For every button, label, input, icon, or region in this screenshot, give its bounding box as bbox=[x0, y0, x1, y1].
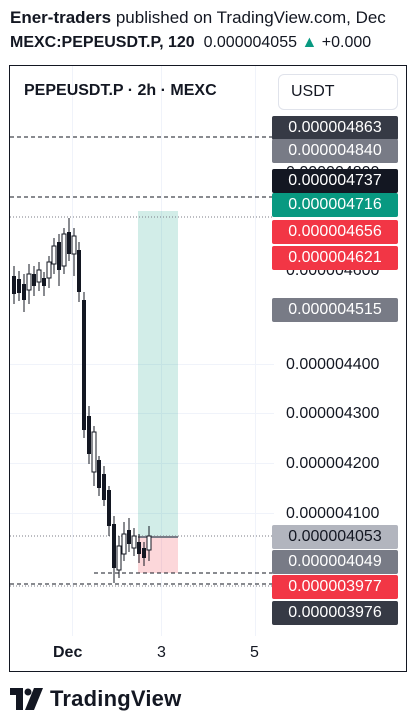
long-position-profit-zone bbox=[138, 211, 178, 537]
price-label: 0.000004300 bbox=[286, 405, 380, 422]
last-price: 0.000004055 bbox=[203, 34, 297, 51]
symbol-label: MEXC:PEPEUSDT.P, 120 bbox=[10, 34, 195, 51]
price-label: 0.000004200 bbox=[286, 455, 380, 472]
published-text: published on TradingView.com, Dec bbox=[115, 8, 386, 27]
price-tag: 0.000004053 bbox=[272, 525, 398, 549]
time-label-dec: Dec bbox=[53, 644, 83, 661]
symbol-info: MEXC:PEPEUSDT.P, 120 0.000004055 ▲ +0.00… bbox=[10, 34, 371, 52]
price-tag: 0.000003977 bbox=[272, 575, 398, 599]
price-label: 0.000004100 bbox=[286, 505, 380, 522]
price-tag: 0.000004621 bbox=[272, 246, 398, 270]
price-tag: 0.000004716 bbox=[272, 193, 398, 217]
up-arrow-icon: ▲ bbox=[301, 34, 318, 51]
author-name[interactable]: Ener-traders bbox=[10, 8, 112, 27]
price-tag: 0.000004863 bbox=[272, 116, 398, 140]
tradingview-wordmark: TradingView bbox=[50, 686, 182, 711]
chart-frame[interactable]: PEPEUSDT.P · 2h · MEXC USDT 0.000004800 … bbox=[9, 65, 407, 672]
price-label: 0.000004400 bbox=[286, 356, 380, 373]
time-axis[interactable]: Dec 3 5 bbox=[10, 636, 274, 671]
time-label-5: 5 bbox=[250, 644, 259, 661]
price-tag: 0.000004656 bbox=[272, 220, 398, 244]
currency-button[interactable]: USDT bbox=[278, 74, 398, 110]
price-tag: 0.000003976 bbox=[272, 601, 398, 625]
price-change: +0.000 bbox=[321, 34, 372, 51]
candles-svg bbox=[10, 136, 274, 587]
price-tag: 0.000004049 bbox=[272, 550, 398, 574]
chart-plot-area[interactable] bbox=[10, 66, 274, 636]
price-tag: 0.000004737 bbox=[272, 169, 398, 193]
chart-title: PEPEUSDT.P · 2h · MEXC bbox=[24, 82, 217, 99]
publish-info: Ener-traders published on TradingView.co… bbox=[10, 8, 386, 28]
time-label-3: 3 bbox=[157, 644, 166, 661]
tradingview-logo-icon bbox=[10, 688, 43, 710]
price-tag: 0.000004515 bbox=[272, 298, 398, 322]
price-tag: 0.000004840 bbox=[272, 139, 398, 163]
